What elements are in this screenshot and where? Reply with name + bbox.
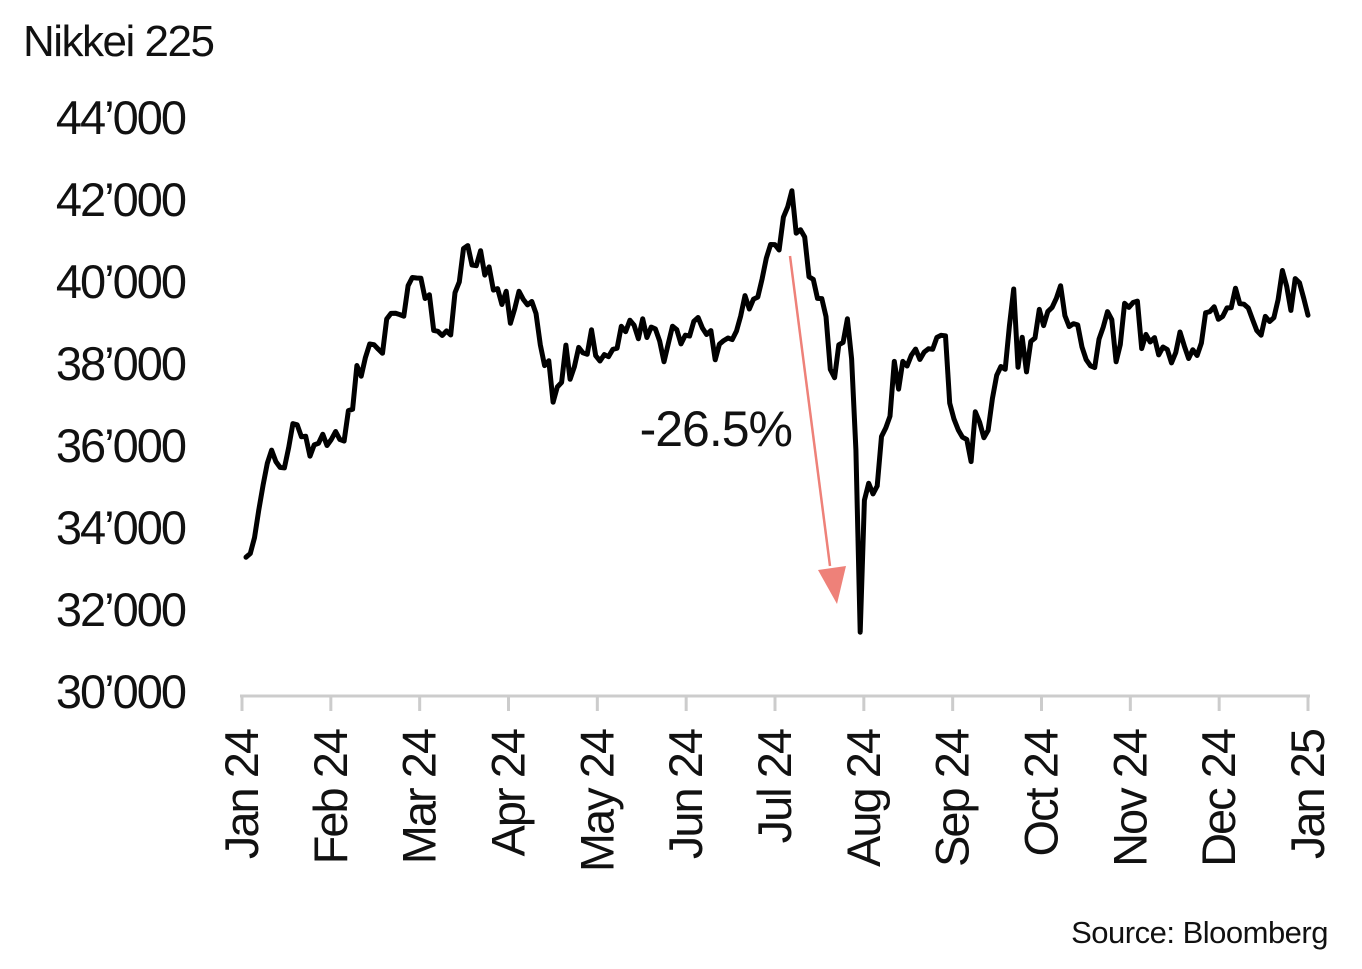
x-tick-label: Dec 24 [1192, 729, 1245, 867]
source-label: Source: Bloomberg [1071, 915, 1328, 950]
y-tick-label: 38’000 [56, 337, 186, 390]
chart-title: Nikkei 225 [23, 17, 213, 66]
y-tick-label: 44’000 [56, 91, 186, 144]
x-tick-label: Jan 24 [215, 729, 268, 859]
drop-annotation-label: -26.5% [640, 401, 792, 457]
y-tick-label: 34’000 [56, 501, 186, 554]
y-tick-label: 30’000 [56, 665, 186, 718]
y-axis-labels: 44’000 42’000 40’000 38’000 36’000 34’000 32’0… [56, 91, 188, 718]
y-tick-label: 40’000 [56, 255, 186, 308]
x-tick-label: Jan 25 [1281, 729, 1334, 859]
y-tick-label: 32’000 [56, 583, 186, 636]
x-tick-label: Feb 24 [304, 729, 357, 864]
price-line [243, 188, 1311, 635]
x-tick-label: Nov 24 [1103, 729, 1156, 867]
x-axis [240, 694, 1310, 711]
drop-arrow-head-icon [818, 566, 846, 604]
drop-annotation: -26.5% [640, 255, 846, 604]
x-tick-label: May 24 [570, 729, 623, 872]
x-tick-label: Oct 24 [1015, 729, 1068, 856]
x-tick-label: Aug 24 [837, 729, 890, 867]
x-tick-label: Apr 24 [482, 729, 535, 856]
x-tick-label: Jun 24 [659, 729, 712, 859]
x-tick-label: Sep 24 [926, 729, 979, 867]
x-axis-labels: Jan 24 Feb 24 Mar 24 Apr 24 May 24 Jun 24 Jul … [215, 729, 1334, 872]
x-tick-label: Jul 24 [748, 729, 801, 843]
y-tick-label: 42’000 [56, 173, 186, 226]
y-tick-label: 36’000 [56, 419, 186, 472]
x-tick-label: Mar 24 [393, 729, 446, 864]
drop-arrow-line [788, 255, 832, 567]
